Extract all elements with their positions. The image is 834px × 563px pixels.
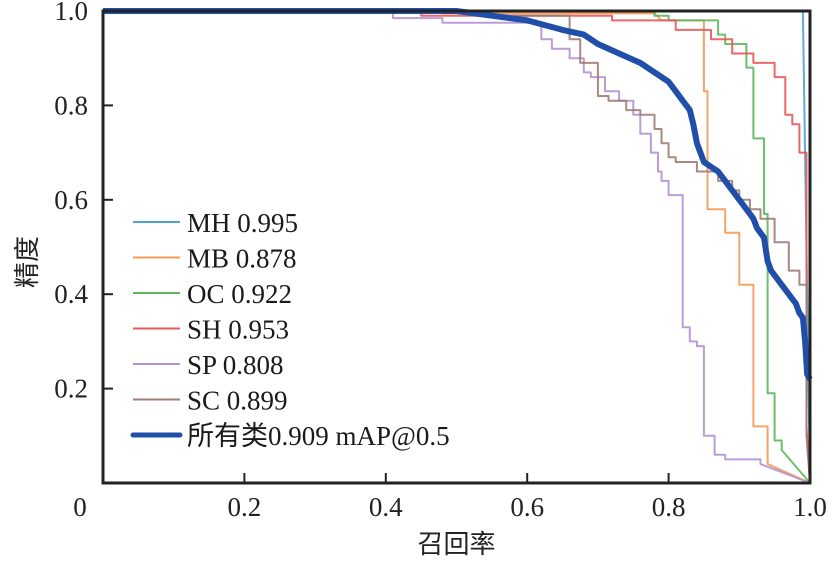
y-axis-label: 精度 <box>13 236 43 288</box>
legend-label: OC 0.922 <box>187 279 292 309</box>
y-tick-label: 0.4 <box>54 279 88 309</box>
legend-label: MH 0.995 <box>187 208 298 238</box>
x-tick-label: 0.6 <box>510 492 544 522</box>
legend-item-sp: SP 0.808 <box>133 350 284 380</box>
x-axis-label: 召回率 <box>417 530 495 560</box>
x-tick-label: 0 <box>73 492 87 522</box>
x-tick-label: 0.2 <box>228 492 262 522</box>
series-line-oc <box>103 10 811 484</box>
legend-label: MB 0.878 <box>187 244 297 274</box>
series-line-mb <box>103 10 811 484</box>
series-line-sc <box>103 10 811 484</box>
x-axis-ticks: 0 0.2 0.4 0.6 0.8 1.0 <box>73 473 827 522</box>
legend-item-mh: MH 0.995 <box>133 208 298 238</box>
series-line-all-classes <box>103 8 813 381</box>
legend-label: SH 0.953 <box>187 315 289 345</box>
legend-item-sh: SH 0.953 <box>133 315 289 345</box>
series-line-sh <box>103 10 811 484</box>
legend-item-mb: MB 0.878 <box>133 244 297 274</box>
x-tick-label: 1.0 <box>793 492 827 522</box>
legend-item-all-classes: 所有类0.909 mAP@0.5 <box>130 421 450 451</box>
legend-item-oc: OC 0.922 <box>133 279 292 309</box>
x-tick-label: 0.4 <box>369 492 403 522</box>
x-tick-label: 0.8 <box>652 492 686 522</box>
legend-label: SC 0.899 <box>187 386 288 416</box>
legend: MH 0.995 MB 0.878 OC 0.922 SH 0.953 SP 0.808… <box>130 208 450 451</box>
series-line-sp <box>103 10 811 484</box>
y-tick-label: 0.6 <box>54 185 88 215</box>
y-tick-label: 0.2 <box>54 374 88 404</box>
plot-frame <box>101 9 812 485</box>
y-tick-label: 1.0 <box>54 0 88 26</box>
legend-label: 所有类0.909 mAP@0.5 <box>187 421 450 451</box>
y-axis-ticks: 0.2 0.4 0.6 0.8 1.0 <box>54 0 113 404</box>
y-tick-label: 0.8 <box>54 90 88 120</box>
curves-layer <box>103 8 813 484</box>
legend-label: SP 0.808 <box>187 350 284 380</box>
legend-item-sc: SC 0.899 <box>133 386 288 416</box>
